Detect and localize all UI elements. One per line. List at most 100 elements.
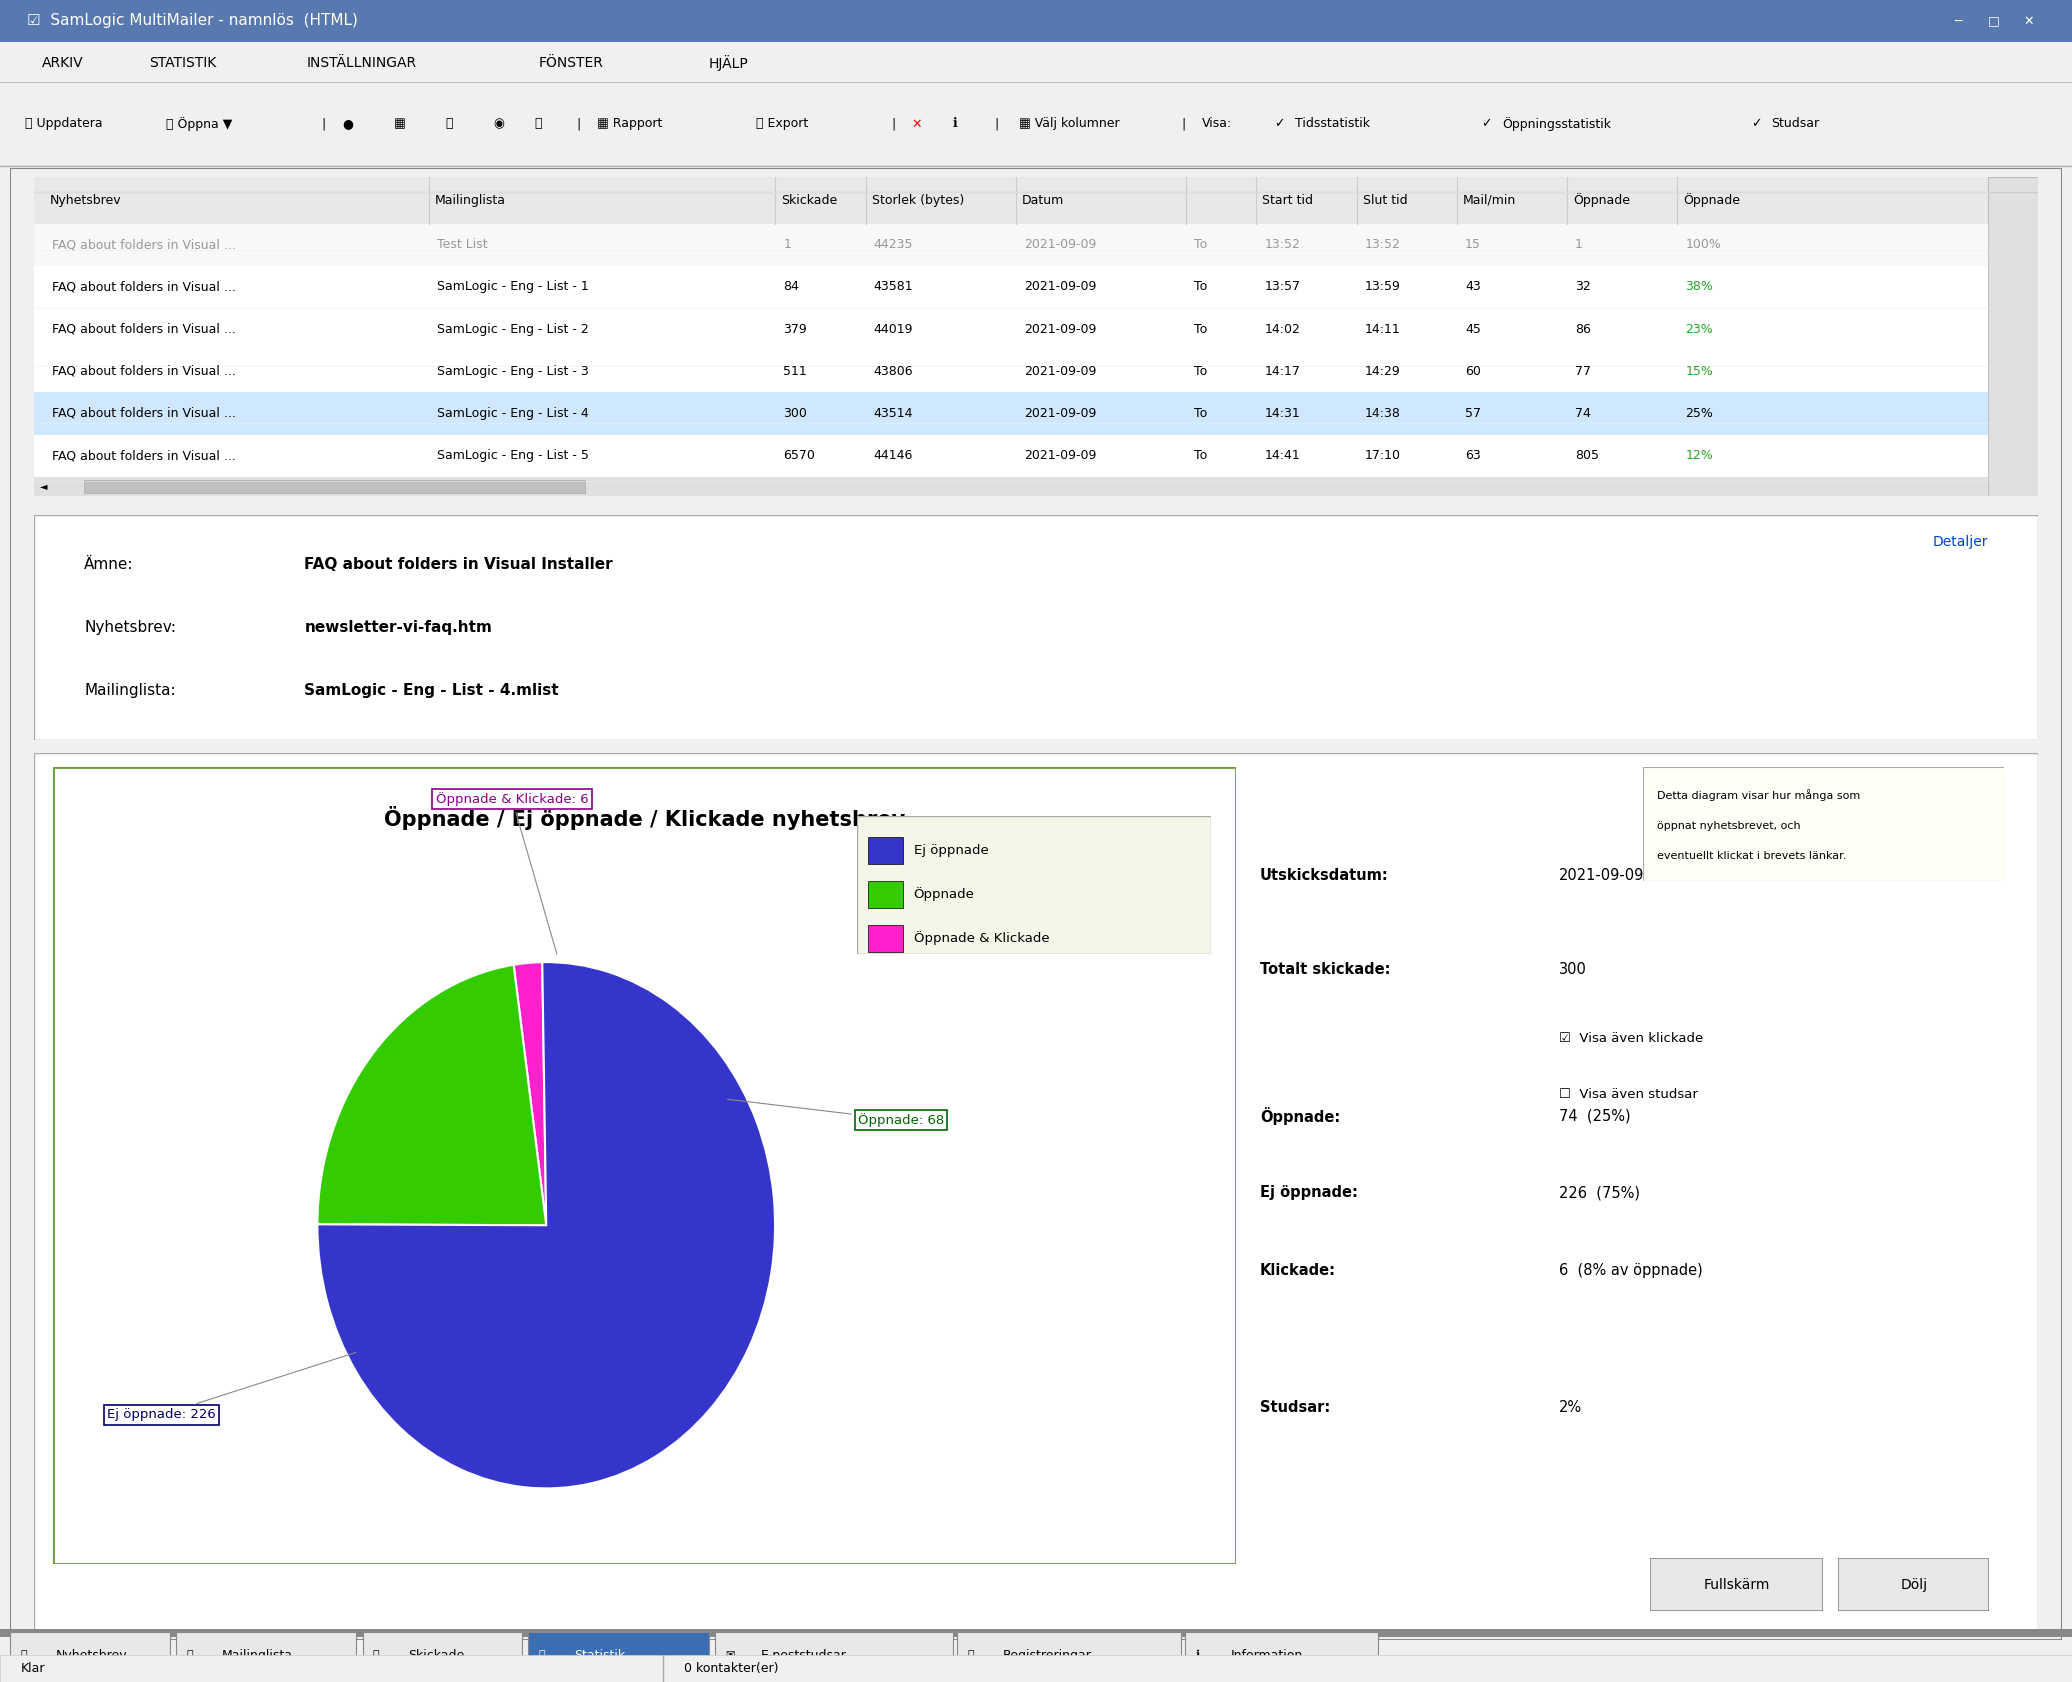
Wedge shape	[317, 962, 775, 1489]
Text: 77: 77	[1575, 365, 1591, 378]
Bar	[33, 434, 1987, 476]
Text: 2021-09-09: 2021-09-09	[1024, 281, 1096, 293]
Text: 2021-09-09: 2021-09-09	[1024, 323, 1096, 335]
Text: Mailinglista: Mailinglista	[222, 1648, 292, 1662]
Bar	[33, 266, 1987, 308]
Text: ARKIV: ARKIV	[41, 56, 83, 71]
Text: SamLogic - Eng - List - 3: SamLogic - Eng - List - 3	[437, 365, 588, 378]
Text: 226  (75%): 226 (75%)	[1560, 1186, 1641, 1201]
Text: Nyhetsbrev:: Nyhetsbrev:	[85, 621, 176, 634]
Bar	[868, 925, 903, 952]
Text: ☑  SamLogic MultiMailer - namnlös  (HTML): ☑ SamLogic MultiMailer - namnlös (HTML)	[27, 13, 358, 29]
Text: 44019: 44019	[874, 323, 914, 335]
Text: Fullskärm: Fullskärm	[1703, 1578, 1769, 1591]
Bar	[1185, 1632, 1378, 1680]
Text: newsletter-vi-faq.htm: newsletter-vi-faq.htm	[305, 621, 493, 634]
Text: ▦ Välj kolumner: ▦ Välj kolumner	[1019, 118, 1121, 131]
Text: 57: 57	[1465, 407, 1481, 420]
Text: ▦: ▦	[394, 118, 406, 131]
Text: Mailinglista:: Mailinglista:	[85, 683, 176, 698]
Text: 14:29: 14:29	[1365, 365, 1401, 378]
Text: 63: 63	[1465, 449, 1481, 463]
Text: 📊: 📊	[539, 1650, 545, 1660]
Wedge shape	[514, 962, 547, 1224]
Bar	[33, 392, 1987, 434]
Text: 74: 74	[1575, 407, 1591, 420]
Text: 14:17: 14:17	[1264, 365, 1301, 378]
Text: INSTÄLLNINGAR: INSTÄLLNINGAR	[307, 56, 416, 71]
Text: 2021-09-09: 2021-09-09	[1024, 449, 1096, 463]
Text: FÖNSTER: FÖNSTER	[539, 56, 603, 71]
Text: ✉: ✉	[725, 1650, 736, 1660]
Text: 🔄 Uppdatera: 🔄 Uppdatera	[25, 118, 102, 131]
Text: Studsar:: Studsar:	[1260, 1399, 1330, 1415]
Text: 🖨 Export: 🖨 Export	[756, 118, 808, 131]
Bar	[957, 1632, 1181, 1680]
Text: Test List: Test List	[437, 239, 487, 251]
Text: ─: ─	[1954, 15, 1962, 27]
Bar	[176, 1632, 356, 1680]
Text: 2021-09-09: 2021-09-09	[1024, 407, 1096, 420]
Text: ✓: ✓	[1274, 118, 1285, 131]
Text: Skickade: Skickade	[408, 1648, 464, 1662]
Text: 100%: 100%	[1685, 239, 1722, 251]
Text: Detaljer: Detaljer	[1933, 535, 1987, 548]
Bar	[33, 350, 1987, 392]
Text: 74  (25%): 74 (25%)	[1560, 1108, 1631, 1124]
Text: 43581: 43581	[874, 281, 914, 293]
Text: ☑  Visa även klickade: ☑ Visa även klickade	[1560, 1031, 1703, 1045]
Bar	[33, 177, 2039, 224]
Text: 15: 15	[1465, 239, 1481, 251]
Bar	[0, 1628, 2072, 1637]
Text: Studsar: Studsar	[1772, 118, 1819, 131]
Text: 13:52: 13:52	[1365, 239, 1401, 251]
Text: To: To	[1193, 365, 1208, 378]
Text: Öppnade:: Öppnade:	[1260, 1107, 1341, 1125]
Bar	[363, 1632, 522, 1680]
Text: ✕: ✕	[912, 118, 922, 131]
Text: 379: 379	[783, 323, 808, 335]
Text: ⧉: ⧉	[535, 118, 543, 131]
Text: 45: 45	[1465, 323, 1481, 335]
Text: Utskicksdatum:: Utskicksdatum:	[1260, 868, 1388, 883]
Text: Storlek (bytes): Storlek (bytes)	[872, 193, 963, 207]
Text: |: |	[995, 118, 999, 131]
Text: 13:59: 13:59	[1365, 281, 1401, 293]
Text: SamLogic - Eng - List - 4: SamLogic - Eng - List - 4	[437, 407, 588, 420]
Text: 13:52: 13:52	[1264, 239, 1301, 251]
Text: öppnat nyhetsbrevet, och: öppnat nyhetsbrevet, och	[1658, 821, 1801, 831]
Text: ✓: ✓	[1751, 118, 1761, 131]
Text: Klickade:: Klickade:	[1260, 1263, 1336, 1278]
Text: 🗞: 🗞	[21, 1650, 27, 1660]
Text: 2021-09-09: 2021-09-09	[1560, 868, 1645, 883]
Text: Öppnade & Klickade: 6: Öppnade & Klickade: 6	[435, 792, 588, 954]
Text: |: |	[576, 118, 580, 131]
Text: 2%: 2%	[1560, 1399, 1583, 1415]
Text: Mail/min: Mail/min	[1463, 193, 1517, 207]
Text: 15%: 15%	[1685, 365, 1714, 378]
Text: 📋: 📋	[186, 1650, 193, 1660]
Text: |: |	[891, 118, 895, 131]
Text: ✕: ✕	[2022, 15, 2035, 27]
Text: 17:10: 17:10	[1365, 449, 1401, 463]
Text: Ämne:: Ämne:	[85, 557, 133, 572]
Text: 43806: 43806	[874, 365, 914, 378]
Text: ●: ●	[342, 118, 352, 131]
Text: 14:02: 14:02	[1264, 323, 1301, 335]
Text: Öppnade: 68: Öppnade: 68	[727, 1100, 945, 1127]
Text: 44146: 44146	[874, 449, 914, 463]
Bar	[33, 308, 1987, 350]
Text: Öppnade / Ej öppnade / Klickade nyhetsbrev: Öppnade / Ej öppnade / Klickade nyhetsbr…	[383, 806, 905, 831]
Text: Information: Information	[1231, 1648, 1303, 1662]
Wedge shape	[317, 965, 547, 1224]
Text: FAQ about folders in Visual Installer: FAQ about folders in Visual Installer	[305, 557, 613, 572]
Text: 300: 300	[783, 407, 808, 420]
Text: □: □	[1987, 15, 1999, 27]
Text: 23%: 23%	[1685, 323, 1714, 335]
Text: To: To	[1193, 407, 1208, 420]
Bar	[85, 479, 584, 493]
Text: Öppnade & Klickade: Öppnade & Klickade	[914, 932, 1048, 945]
Bar	[868, 838, 903, 865]
Text: SamLogic - Eng - List - 5: SamLogic - Eng - List - 5	[437, 449, 588, 463]
Text: 38%: 38%	[1685, 281, 1714, 293]
